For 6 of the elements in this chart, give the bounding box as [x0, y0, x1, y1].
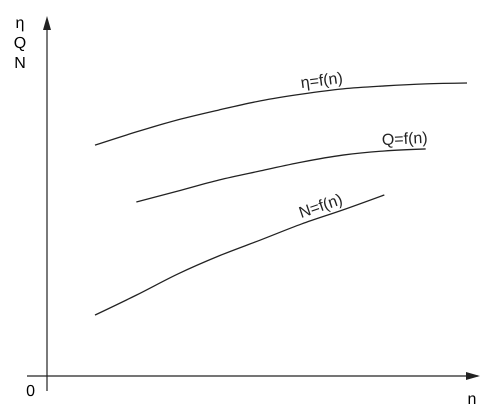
text: N=f(n) — [296, 191, 345, 222]
series-label: Q=f(n) — [381, 130, 428, 150]
x-axis-title: n — [468, 391, 476, 408]
text: η=f(n) — [300, 70, 344, 92]
y-axis-title: η Q N — [14, 15, 26, 72]
text: 0 — [26, 383, 36, 400]
